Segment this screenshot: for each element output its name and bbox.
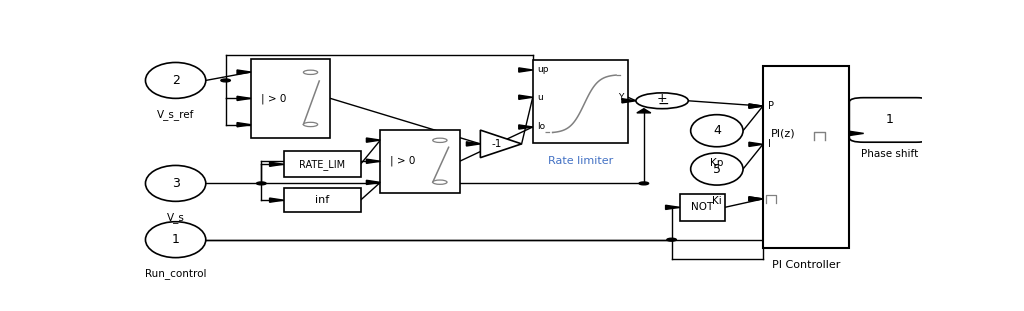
Text: 4: 4: [713, 124, 721, 137]
Text: Rate limiter: Rate limiter: [548, 156, 613, 166]
Text: NOT: NOT: [691, 202, 714, 212]
Text: PI Controller: PI Controller: [771, 260, 840, 270]
FancyBboxPatch shape: [284, 151, 360, 177]
Text: Ki: Ki: [712, 196, 722, 206]
Text: V_s_ref: V_s_ref: [157, 109, 195, 120]
FancyBboxPatch shape: [849, 98, 931, 142]
Text: Kp: Kp: [711, 158, 724, 168]
Polygon shape: [622, 99, 636, 103]
Circle shape: [433, 180, 447, 184]
Ellipse shape: [690, 115, 743, 147]
FancyBboxPatch shape: [284, 188, 360, 212]
FancyBboxPatch shape: [251, 59, 331, 138]
Polygon shape: [749, 197, 763, 201]
Text: −: −: [657, 97, 669, 111]
Polygon shape: [666, 205, 680, 209]
Circle shape: [639, 182, 648, 185]
FancyBboxPatch shape: [380, 129, 460, 193]
Polygon shape: [637, 109, 651, 113]
Polygon shape: [269, 198, 284, 202]
Polygon shape: [237, 70, 251, 74]
Polygon shape: [367, 138, 380, 142]
Polygon shape: [466, 142, 480, 146]
Text: inf: inf: [315, 195, 329, 205]
Polygon shape: [519, 68, 532, 72]
Polygon shape: [749, 197, 763, 201]
Circle shape: [636, 93, 688, 109]
Circle shape: [303, 122, 317, 127]
Ellipse shape: [145, 165, 206, 201]
Polygon shape: [480, 130, 521, 158]
Circle shape: [667, 238, 677, 241]
Text: 2: 2: [172, 74, 179, 87]
Circle shape: [257, 182, 266, 185]
Text: +: +: [656, 92, 668, 105]
Polygon shape: [749, 104, 763, 108]
Polygon shape: [519, 95, 532, 99]
FancyBboxPatch shape: [532, 60, 628, 143]
Polygon shape: [237, 96, 251, 100]
Polygon shape: [749, 104, 763, 108]
Ellipse shape: [145, 63, 206, 98]
Ellipse shape: [145, 222, 206, 258]
Text: PI(z): PI(z): [771, 128, 796, 138]
Text: RATE_LIM: RATE_LIM: [299, 159, 345, 170]
Polygon shape: [367, 159, 380, 163]
Polygon shape: [749, 142, 763, 146]
Circle shape: [303, 70, 317, 74]
Text: 3: 3: [172, 177, 179, 190]
Text: | > 0: | > 0: [390, 156, 416, 166]
Polygon shape: [269, 162, 284, 166]
Text: 1: 1: [172, 233, 179, 246]
Text: 5: 5: [713, 163, 721, 175]
Text: -1: -1: [492, 139, 502, 149]
FancyBboxPatch shape: [763, 66, 849, 248]
Text: Run_control: Run_control: [144, 268, 207, 279]
Text: V_s: V_s: [167, 212, 184, 223]
Text: | > 0: | > 0: [260, 93, 286, 104]
FancyBboxPatch shape: [680, 194, 725, 220]
Polygon shape: [519, 125, 532, 129]
Circle shape: [221, 79, 230, 82]
Circle shape: [433, 138, 447, 142]
Text: I: I: [768, 139, 770, 149]
Text: 1: 1: [886, 114, 894, 127]
Text: P: P: [768, 101, 774, 111]
Polygon shape: [237, 123, 251, 127]
Text: Phase shift: Phase shift: [861, 149, 919, 159]
Ellipse shape: [690, 153, 743, 185]
Polygon shape: [850, 131, 863, 136]
Text: Y: Y: [617, 93, 624, 102]
Text: up: up: [538, 66, 549, 74]
Text: u: u: [538, 93, 544, 102]
Polygon shape: [367, 180, 380, 184]
Text: lo: lo: [538, 123, 546, 132]
